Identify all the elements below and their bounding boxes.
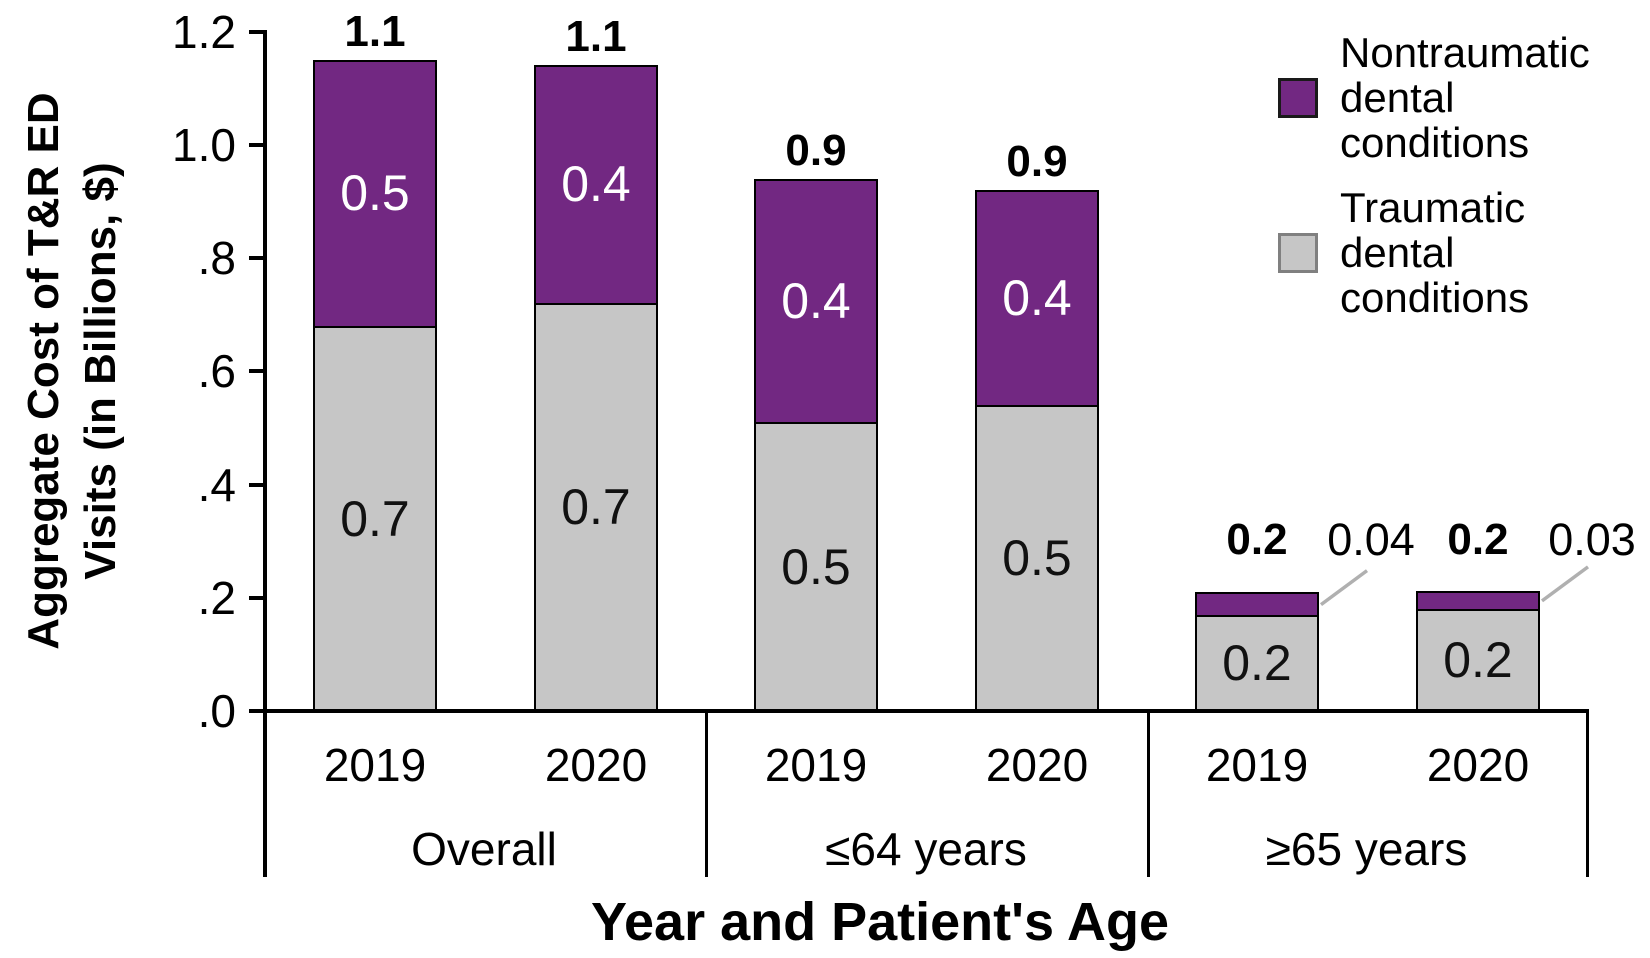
bar-ge65-2020-total-label: 0.2 [1447, 515, 1509, 564]
y-tick-.8 [249, 256, 263, 261]
y-tick-label-.0: .0 [197, 685, 236, 737]
y-tick-label-.8: .8 [197, 232, 236, 285]
y-tick-label-.4: .4 [197, 458, 236, 511]
y-tick-.0 [249, 709, 263, 713]
bar-ge65-2020-nontraumatic-segment [1416, 591, 1540, 609]
x-group-divider-2 [1586, 711, 1589, 877]
legend-label-nontraumatic-line1: Nontraumatic [1340, 29, 1590, 76]
bar-ge65-2019-total-label: 0.2 [1226, 515, 1288, 564]
x-year-label-ge65-2020: 2020 [1426, 739, 1530, 791]
legend-label-traumatic-line2: dental conditions [1340, 229, 1530, 321]
bar-overall-2020-nontraumatic-segment [534, 65, 658, 303]
chart-legend: Nontraumatic dental conditions Traumatic… [1278, 30, 1650, 320]
y-tick-label-1.2: 1.2 [172, 5, 236, 58]
x-axis-title: Year and Patient's Age [590, 892, 1170, 952]
bar-le64-2019-traumatic-label: 0.5 [781, 538, 851, 595]
y-tick-.2 [249, 595, 263, 600]
x-group-label-1: ≤64 years [825, 823, 1027, 875]
bar-overall-2020-total-label: 1.1 [565, 12, 627, 61]
bar-le64-2019-traumatic-segment [754, 422, 878, 711]
bar-le64-2019-total-label: 0.9 [785, 126, 847, 175]
bar-overall-2019-nontraumatic-label: 0.5 [340, 165, 410, 221]
y-tick-1.2 [249, 29, 263, 34]
legend-label-nontraumatic-line2: dental conditions [1340, 74, 1530, 166]
bar-ge65-2019-traumatic-segment [1195, 615, 1319, 711]
bar-overall-2020-traumatic-segment [534, 303, 658, 711]
legend-label-traumatic-line1: Traumatic [1340, 184, 1526, 231]
y-tick-label-.2: .2 [197, 571, 236, 624]
bar-le64-2020-nontraumatic-segment [975, 190, 1099, 405]
x-year-label-le64-2020: 2020 [985, 739, 1089, 791]
bar-ge65-2019-traumatic-label: 0.2 [1222, 635, 1292, 691]
bar-ge65-2020-traumatic-label: 0.2 [1443, 632, 1513, 688]
bar-le64-2019-nontraumatic-label: 0.4 [781, 272, 851, 329]
x-year-label-overall-2019: 2019 [323, 739, 427, 791]
bar-ge65-2019-nontraumatic-segment [1195, 592, 1319, 615]
y-tick-1.0 [249, 143, 263, 147]
legend-label-traumatic: Traumatic dental conditions [1340, 185, 1650, 320]
legend-swatch-traumatic-icon [1278, 232, 1318, 273]
y-tick-label-.6: .6 [197, 345, 236, 398]
bar-ge65-2020-nontraumatic-callout-label: 0.03 [1548, 514, 1636, 565]
x-group-label-0: Overall [411, 823, 557, 875]
x-group-divider-1 [1147, 711, 1150, 877]
bar-overall-2019-total-label: 1.1 [344, 7, 406, 56]
legend-label-nontraumatic: Nontraumatic dental conditions [1340, 30, 1650, 165]
y-axis-line [263, 30, 267, 877]
y-tick-.4 [249, 482, 263, 487]
bar-overall-2019-traumatic-segment [313, 326, 437, 711]
bar-le64-2020-nontraumatic-label: 0.4 [1002, 269, 1072, 326]
legend-swatch-nontraumatic-icon [1278, 77, 1318, 118]
x-year-label-ge65-2019: 2019 [1205, 739, 1309, 791]
legend-item-traumatic: Traumatic dental conditions [1278, 185, 1650, 320]
y-tick-label-1.0: 1.0 [172, 119, 236, 171]
x-group-label-2: ≥65 years [1265, 823, 1468, 875]
x-axis-baseline [263, 709, 1589, 713]
bar-overall-2019-traumatic-label: 0.7 [340, 490, 410, 547]
bar-le64-2020-total-label: 0.9 [1006, 137, 1068, 186]
y-tick-.6 [249, 369, 263, 374]
bar-le64-2020-traumatic-label: 0.5 [1002, 530, 1072, 586]
x-year-label-overall-2020: 2020 [544, 739, 648, 791]
bar-ge65-2020-traumatic-segment [1416, 609, 1540, 711]
bar-le64-2020-traumatic-segment [975, 405, 1099, 711]
bar-overall-2020-traumatic-label: 0.7 [561, 479, 631, 535]
bar-overall-2019-nontraumatic-segment [313, 60, 437, 326]
x-year-label-le64-2019: 2019 [764, 739, 868, 791]
bar-ge65-2019-nontraumatic-callout-label: 0.04 [1327, 514, 1415, 565]
bar-overall-2020-nontraumatic-label: 0.4 [561, 156, 631, 212]
legend-item-nontraumatic: Nontraumatic dental conditions [1278, 30, 1650, 165]
x-group-divider-0 [705, 711, 708, 877]
bar-le64-2019-nontraumatic-segment [754, 179, 878, 422]
